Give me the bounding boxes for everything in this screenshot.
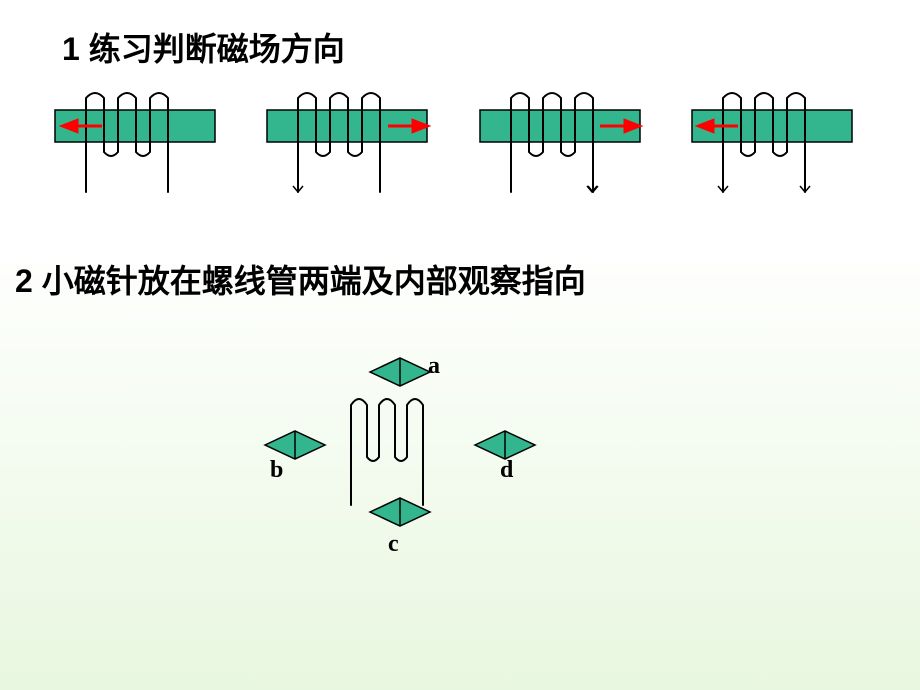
compass-diagram: a b c d: [250, 340, 570, 560]
compass-label-a: a: [428, 353, 440, 379]
solenoid-row: [30, 90, 900, 200]
center-coil: [351, 399, 423, 505]
compass-label-b: b: [270, 457, 283, 483]
heading-exercise-2: 2 小磁针放在螺线管两端及内部观察指向: [15, 256, 586, 302]
compass-label-c: c: [388, 531, 399, 557]
heading-exercise-1: 1 练习判断磁场方向: [62, 24, 345, 70]
compass-label-d: d: [500, 457, 514, 483]
